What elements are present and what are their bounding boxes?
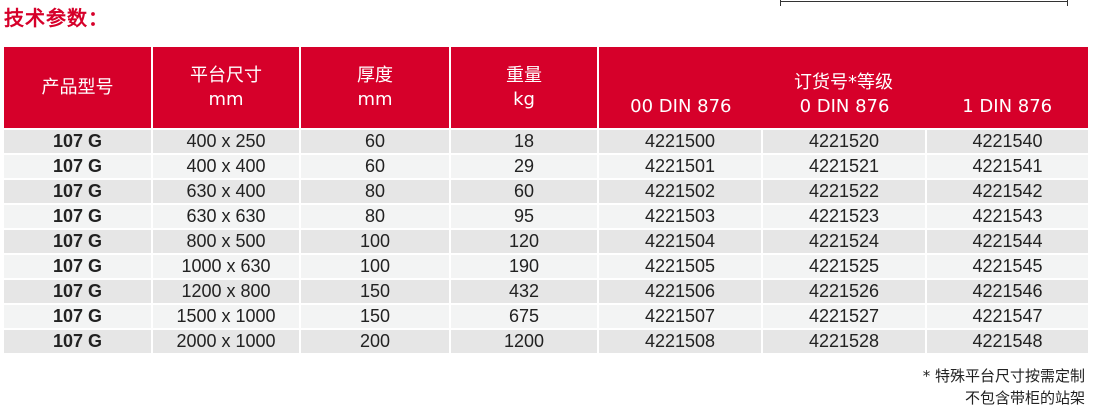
cell-thickness: 60	[300, 153, 451, 179]
cell-model: 107 G	[4, 153, 153, 179]
cell-order-00: 4221508	[598, 328, 763, 353]
cell-order-1: 4221540	[926, 128, 1089, 154]
cell-thickness: 80	[300, 178, 451, 204]
table-row: 107 G 630 x 630 80 95 4221503 4221523 4221543	[4, 203, 1089, 229]
cell-thickness: 80	[300, 203, 451, 229]
cell-order-00: 4221504	[598, 228, 763, 254]
cell-order-1: 4221544	[926, 228, 1089, 254]
cell-order-00: 4221501	[598, 153, 763, 179]
header-model: 产品型号	[4, 47, 153, 129]
cell-model: 107 G	[4, 128, 153, 154]
cell-order-1: 4221543	[926, 203, 1089, 229]
footnote: * 特殊平台尺寸按需定制 不包含带柜的站架	[923, 365, 1085, 409]
cell-order-0: 4221528	[762, 328, 927, 353]
cell-order-0: 4221522	[762, 178, 927, 204]
cell-order-0: 4221524	[762, 228, 927, 254]
header-grade-1: 1 DIN 876	[962, 95, 1053, 117]
table-row: 107 G 400 x 400 60 29 4221501 4221521 4221541	[4, 153, 1089, 179]
header-size: 平台尺寸 mm	[152, 47, 301, 129]
cell-model: 107 G	[4, 303, 153, 329]
table-row: 107 G 400 x 250 60 18 4221500 4221520 4221540	[4, 128, 1089, 154]
section-title: 技术参数：	[4, 6, 109, 30]
cell-weight: 18	[450, 128, 599, 154]
table-row: 107 G 1200 x 800 150 432 4221506 4221526 42215…	[4, 278, 1089, 304]
cell-weight: 190	[450, 253, 599, 279]
cell-thickness: 100	[300, 228, 451, 254]
cell-weight: 95	[450, 203, 599, 229]
cell-order-0: 4221526	[762, 278, 927, 304]
cell-thickness: 100	[300, 253, 451, 279]
header-grade-0: 0 DIN 876	[799, 95, 890, 117]
cell-thickness: 150	[300, 303, 451, 329]
cell-thickness: 200	[300, 328, 451, 353]
cell-model: 107 G	[4, 278, 153, 304]
cell-order-1: 4221545	[926, 253, 1089, 279]
cell-size: 1000 x 630	[152, 253, 301, 279]
table-row: 107 G 2000 x 1000 200 1200 4221508 4221528 422…	[4, 328, 1089, 353]
cell-weight: 1200	[450, 328, 599, 353]
cell-order-00: 4221506	[598, 278, 763, 304]
dimension-line	[780, 0, 1068, 6]
cell-order-1: 4221541	[926, 153, 1089, 179]
footnote-line: * 特殊平台尺寸按需定制	[922, 367, 1085, 385]
cell-thickness: 60	[300, 128, 451, 154]
cell-model: 107 G	[4, 203, 153, 229]
cell-model: 107 G	[4, 328, 153, 353]
cell-order-0: 4221523	[762, 203, 927, 229]
cell-order-00: 4221500	[598, 128, 763, 154]
cell-weight: 675	[450, 303, 599, 329]
cell-model: 107 G	[4, 178, 153, 204]
cell-order-00: 4221507	[598, 303, 763, 329]
cell-size: 400 x 250	[152, 128, 301, 154]
table-row: 107 G 1500 x 1000 150 675 4221507 4221527 4221…	[4, 303, 1089, 329]
cell-order-00: 4221505	[598, 253, 763, 279]
table-row: 107 G 800 x 500 100 120 4221504 4221524 422154…	[4, 228, 1089, 254]
cell-order-0: 4221521	[762, 153, 927, 179]
cell-weight: 120	[450, 228, 599, 254]
cell-order-1: 4221548	[926, 328, 1089, 353]
cell-thickness: 150	[300, 278, 451, 304]
cell-weight: 432	[450, 278, 599, 304]
cell-order-0: 4221527	[762, 303, 927, 329]
cell-weight: 60	[450, 178, 599, 204]
cell-order-00: 4221502	[598, 178, 763, 204]
cell-order-1: 4221546	[926, 278, 1089, 304]
cell-model: 107 G	[4, 253, 153, 279]
spec-table: 产品型号 平台尺寸 mm 厚度 mm 重量 kg 订货号*等级 00 DIN 876 …	[4, 47, 1089, 353]
cell-size: 800 x 500	[152, 228, 301, 254]
header-thickness: 厚度 mm	[300, 47, 451, 129]
cell-order-0: 4221520	[762, 128, 927, 154]
cell-size: 1500 x 1000	[152, 303, 301, 329]
cell-order-0: 4221525	[762, 253, 927, 279]
header-weight: 重量 kg	[450, 47, 599, 129]
header-order-label: 订货号*等级	[794, 71, 894, 93]
cell-size: 630 x 400	[152, 178, 301, 204]
cell-weight: 29	[450, 153, 599, 179]
cell-order-1: 4221542	[926, 178, 1089, 204]
cell-size: 1200 x 800	[152, 278, 301, 304]
footnote-line: 不包含带柜的站架	[964, 389, 1085, 407]
cell-model: 107 G	[4, 228, 153, 254]
cell-size: 400 x 400	[152, 153, 301, 179]
table-row: 107 G 1000 x 630 100 190 4221505 4221525 42215…	[4, 253, 1089, 279]
cell-order-00: 4221503	[598, 203, 763, 229]
cell-size: 630 x 630	[152, 203, 301, 229]
cell-size: 2000 x 1000	[152, 328, 301, 353]
header-order: 订货号*等级 00 DIN 876 0 DIN 876 1 DIN 876	[598, 47, 1089, 129]
table-row: 107 G 630 x 400 80 60 4221502 4221522 4221542	[4, 178, 1089, 204]
cell-order-1: 4221547	[926, 303, 1089, 329]
header-grade-00: 00 DIN 876	[630, 95, 732, 117]
